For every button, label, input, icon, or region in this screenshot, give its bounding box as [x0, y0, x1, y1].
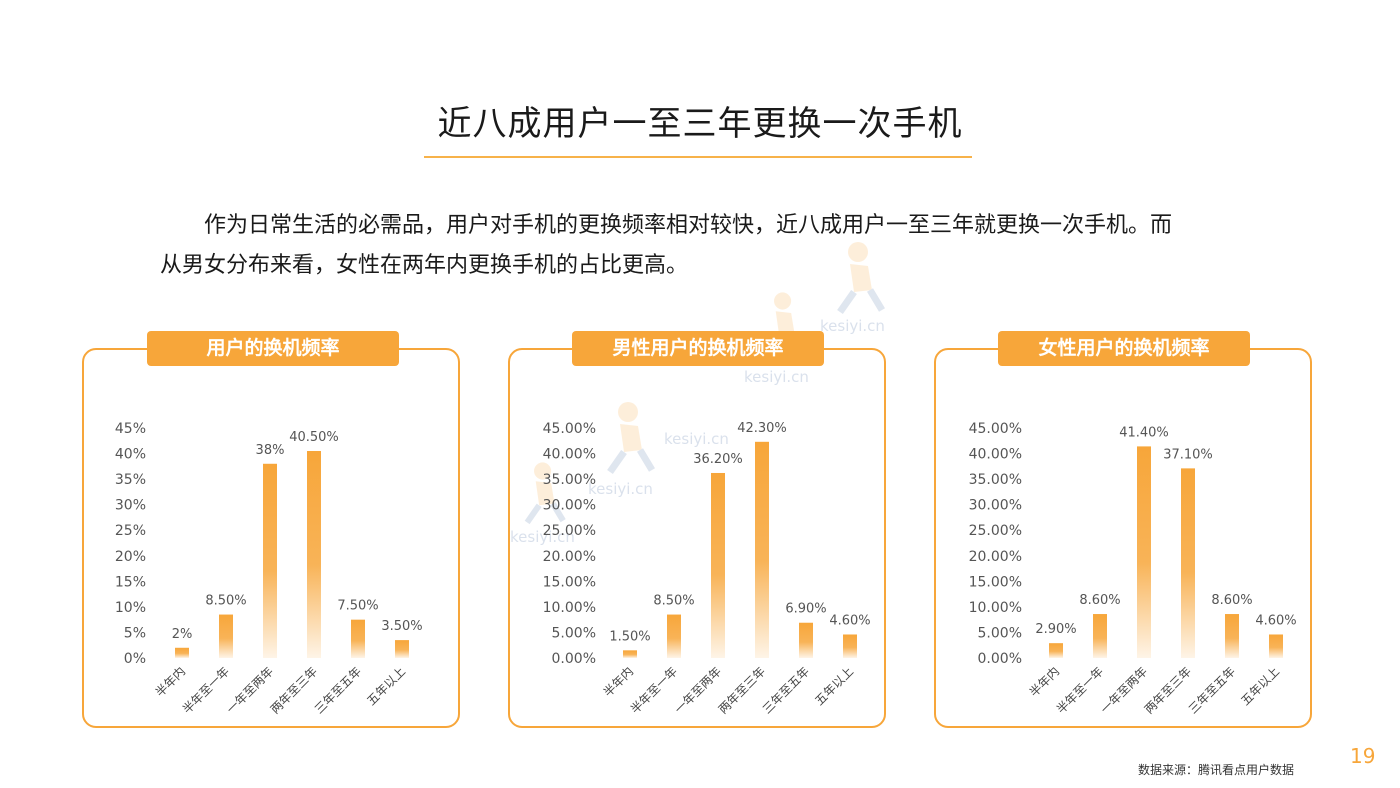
y-tick-label: 35%	[115, 472, 146, 488]
x-category-label: 两年至三年	[716, 664, 768, 716]
bar-value-label: 7.50%	[337, 599, 378, 614]
x-category-label: 三年至五年	[760, 664, 812, 716]
y-tick-label: 45.00%	[543, 421, 596, 437]
y-tick-label: 25%	[115, 523, 146, 539]
x-category-label: 五年以上	[812, 664, 856, 708]
bar-value-label: 38%	[256, 443, 285, 458]
y-tick-label: 15.00%	[543, 574, 596, 590]
x-category-label: 半年至一年	[628, 664, 680, 716]
bar-value-label: 40.50%	[289, 430, 339, 445]
bar	[667, 614, 681, 658]
chart-all: 0% 5% 10% 15% 20% 25% 30% 35% 40% 45% 2% 半年内 8.50% 半年…	[115, 421, 423, 717]
bar	[1049, 643, 1063, 658]
bar	[175, 647, 189, 658]
x-category-label: 一年至两年	[672, 664, 724, 716]
bar-value-label: 8.50%	[205, 594, 246, 609]
x-category-label: 半年内	[153, 664, 188, 699]
bar	[843, 634, 857, 658]
bar-value-label: 1.50%	[609, 629, 650, 644]
bar-value-label: 3.50%	[381, 619, 422, 634]
y-tick-label: 25.00%	[969, 523, 1022, 539]
y-tick-label: 25.00%	[543, 523, 596, 539]
chart-title-all: 用户的换机频率	[147, 331, 399, 366]
bar-value-label: 8.50%	[653, 594, 694, 609]
x-category-label: 半年至一年	[180, 664, 232, 716]
bar-value-label: 4.60%	[1255, 613, 1296, 628]
bar	[395, 640, 409, 658]
bar-value-label: 2%	[172, 627, 193, 642]
x-category-label: 一年至两年	[1098, 664, 1150, 716]
bar-value-label: 2.90%	[1035, 622, 1076, 637]
y-tick-label: 35.00%	[969, 472, 1022, 488]
bar-value-label: 41.40%	[1119, 425, 1169, 440]
y-tick-label: 45.00%	[969, 421, 1022, 437]
chart-male: 0.00% 5.00% 10.00% 15.00% 20.00% 25.00% 30.00%…	[543, 421, 871, 717]
bar-value-label: 8.60%	[1211, 593, 1252, 608]
x-category-label: 半年内	[1027, 664, 1062, 699]
x-category-label: 两年至三年	[1142, 664, 1194, 716]
x-category-label: 一年至两年	[224, 664, 276, 716]
y-tick-label: 20%	[115, 549, 146, 565]
page-title: 近八成用户一至三年更换一次手机	[437, 104, 963, 144]
y-tick-label: 10.00%	[969, 600, 1022, 616]
y-tick-label: 30.00%	[543, 498, 596, 514]
title-underline	[424, 156, 972, 158]
x-category-label: 五年以上	[364, 664, 408, 708]
y-tick-label: 5%	[124, 625, 146, 641]
y-tick-label: 40%	[115, 447, 146, 463]
bar-value-label: 6.90%	[785, 602, 826, 617]
bar	[219, 614, 233, 658]
bar	[1137, 446, 1151, 658]
y-tick-label: 0%	[124, 651, 146, 667]
chart-female: 0.00% 5.00% 10.00% 15.00% 20.00% 25.00% 30.00%…	[969, 421, 1297, 717]
bar	[755, 441, 769, 658]
x-category-label: 两年至三年	[268, 664, 320, 716]
y-tick-label: 40.00%	[969, 447, 1022, 463]
y-tick-label: 20.00%	[969, 549, 1022, 565]
bar	[1225, 614, 1239, 658]
bar-value-label: 8.60%	[1079, 593, 1120, 608]
bar	[1093, 614, 1107, 658]
bar	[799, 622, 813, 658]
data-source: 数据来源：腾讯看点用户数据	[1138, 763, 1295, 777]
bar	[623, 650, 637, 658]
y-tick-label: 15.00%	[969, 574, 1022, 590]
bar-value-label: 4.60%	[829, 613, 870, 628]
x-category-label: 三年至五年	[1186, 664, 1238, 716]
y-tick-label: 5.00%	[552, 625, 596, 641]
intro-text: 作为日常生活的必需品，用户对手机的更换频率相对较快，近八成用户一至三年就更换一次…	[160, 206, 1250, 286]
y-tick-label: 30.00%	[969, 498, 1022, 514]
chart-title-male: 男性用户的换机频率	[572, 331, 824, 366]
watermark-text: kesiyi.cn	[820, 317, 885, 335]
bar	[1269, 634, 1283, 658]
x-category-label: 半年内	[601, 664, 636, 699]
y-tick-label: 10%	[115, 600, 146, 616]
bar-value-label: 36.20%	[693, 452, 743, 467]
x-category-label: 三年至五年	[312, 664, 364, 716]
y-tick-label: 20.00%	[543, 549, 596, 565]
y-tick-label: 40.00%	[543, 447, 596, 463]
y-tick-label: 5.00%	[978, 625, 1022, 641]
x-category-label: 五年以上	[1238, 664, 1282, 708]
y-tick-label: 30%	[115, 498, 146, 514]
bar	[1181, 468, 1195, 658]
bar-value-label: 42.30%	[737, 421, 787, 436]
y-tick-label: 0.00%	[552, 651, 596, 667]
y-tick-label: 10.00%	[543, 600, 596, 616]
bar	[351, 619, 365, 658]
bar	[307, 451, 321, 658]
bar-value-label: 37.10%	[1163, 447, 1213, 462]
page-number: 19	[1350, 744, 1376, 768]
y-tick-label: 0.00%	[978, 651, 1022, 667]
chart-title-female: 女性用户的换机频率	[998, 331, 1250, 366]
intro-line-2: 从男女分布来看，女性在两年内更换手机的占比更高。	[160, 253, 689, 278]
y-tick-label: 35.00%	[543, 472, 596, 488]
bar	[263, 463, 277, 658]
x-category-label: 半年至一年	[1054, 664, 1106, 716]
y-tick-label: 15%	[115, 574, 146, 590]
y-tick-label: 45%	[115, 421, 146, 437]
intro-line-1: 作为日常生活的必需品，用户对手机的更换频率相对较快，近八成用户一至三年就更换一次…	[204, 213, 1173, 238]
bar	[711, 472, 725, 658]
